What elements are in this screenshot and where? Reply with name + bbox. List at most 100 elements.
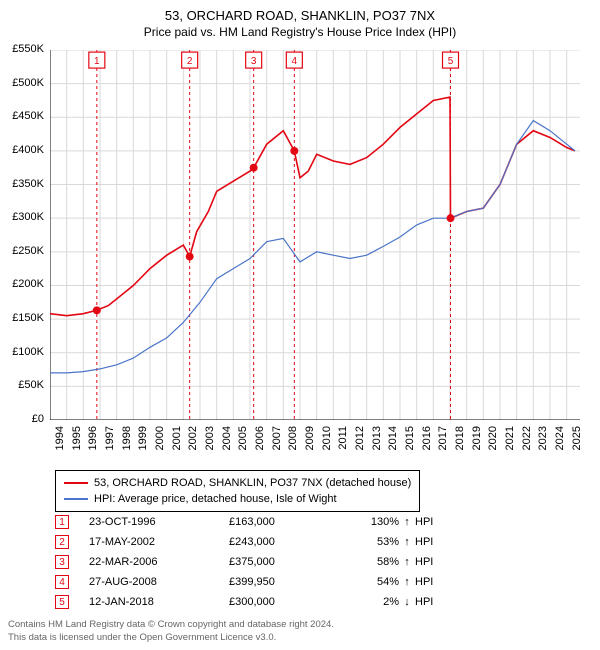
transaction-hpi-label: HPI xyxy=(415,516,455,528)
transaction-price: £300,000 xyxy=(229,596,339,608)
transaction-pct: 54% xyxy=(339,576,399,588)
x-tick-label: 2014 xyxy=(387,426,399,466)
footer-line-2: This data is licensed under the Open Gov… xyxy=(8,632,334,644)
svg-text:1: 1 xyxy=(94,56,100,67)
y-tick-label: £500K xyxy=(0,77,44,89)
chart-area: 12345 £0£50K£100K£150K£200K£250K£300K£35… xyxy=(50,50,580,420)
transaction-price: £243,000 xyxy=(229,536,339,548)
transaction-arrow-icon: ↑ xyxy=(399,556,415,568)
x-tick-label: 2017 xyxy=(437,426,449,466)
y-tick-label: £0 xyxy=(0,413,44,425)
x-tick-label: 2023 xyxy=(537,426,549,466)
transaction-price: £163,000 xyxy=(229,516,339,528)
transaction-hpi-label: HPI xyxy=(415,596,455,608)
transaction-arrow-icon: ↑ xyxy=(399,576,415,588)
x-tick-label: 2002 xyxy=(187,426,199,466)
x-tick-label: 2021 xyxy=(504,426,516,466)
footer: Contains HM Land Registry data © Crown c… xyxy=(8,619,334,644)
legend-label: HPI: Average price, detached house, Isle… xyxy=(94,493,337,505)
x-tick-label: 1995 xyxy=(71,426,83,466)
x-tick-label: 2001 xyxy=(171,426,183,466)
y-tick-label: £350K xyxy=(0,178,44,190)
x-tick-label: 2004 xyxy=(221,426,233,466)
legend-item: 53, ORCHARD ROAD, SHANKLIN, PO37 7NX (de… xyxy=(64,475,411,491)
y-tick-label: £550K xyxy=(0,43,44,55)
y-tick-label: £400K xyxy=(0,144,44,156)
legend-item: HPI: Average price, detached house, Isle… xyxy=(64,491,411,507)
y-axis-labels: £0 £50K £100K £150K £200K £250K £300K £350K £400… xyxy=(2,43,46,427)
transactions-table: 123-OCT-1996£163,000130%↑HPI217-MAY-2002… xyxy=(55,512,455,612)
chart-subtitle: Price paid vs. HM Land Registry's House … xyxy=(0,25,600,39)
x-tick-label: 2018 xyxy=(454,426,466,466)
transaction-row: 427-AUG-2008£399,95054%↑HPI xyxy=(55,572,455,592)
transaction-arrow-icon: ↑ xyxy=(399,516,415,528)
svg-text:2: 2 xyxy=(187,56,193,67)
x-tick-label: 2007 xyxy=(271,426,283,466)
x-tick-label: 1999 xyxy=(137,426,149,466)
x-tick-label: 2015 xyxy=(404,426,416,466)
y-tick-label: £50K xyxy=(0,379,44,391)
footer-line-1: Contains HM Land Registry data © Crown c… xyxy=(8,619,334,631)
chart-svg: 1 2 3 4 5 xyxy=(50,50,580,420)
transaction-marker: 3 xyxy=(55,555,69,569)
transaction-row: 1 23-OCT-1996£163,000130%↑HPI xyxy=(55,512,455,532)
legend-label: 53, ORCHARD ROAD, SHANKLIN, PO37 7NX (de… xyxy=(94,477,411,489)
svg-text:3: 3 xyxy=(251,56,257,67)
svg-text:5: 5 xyxy=(448,56,454,67)
x-axis-labels: 1994 1995 1996 1997 1998 1999 2000 2001 2002 2003… xyxy=(50,422,580,472)
x-tick-label: 2000 xyxy=(154,426,166,466)
x-tick-label: 2025 xyxy=(571,426,583,466)
transaction-marker: 1 xyxy=(55,515,69,529)
chart-title: 53, ORCHARD ROAD, SHANKLIN, PO37 7NX xyxy=(0,8,600,23)
x-tick-label: 2010 xyxy=(321,426,333,466)
transaction-hpi-label: HPI xyxy=(415,556,455,568)
transaction-marker: 5 xyxy=(55,595,69,609)
x-tick-label: 2022 xyxy=(521,426,533,466)
svg-text:4: 4 xyxy=(292,56,298,67)
x-tick-label: 2006 xyxy=(254,426,266,466)
transaction-pct: 130% xyxy=(339,516,399,528)
transaction-price: £375,000 xyxy=(229,556,339,568)
x-tick-label: 2009 xyxy=(304,426,316,466)
transaction-arrow-icon: ↑ xyxy=(399,536,415,548)
transaction-date: 17-MAY-2002 xyxy=(89,536,229,548)
legend-swatch xyxy=(64,498,88,500)
x-tick-label: 2012 xyxy=(354,426,366,466)
x-tick-label: 2013 xyxy=(371,426,383,466)
x-tick-label: 2003 xyxy=(204,426,216,466)
transaction-pct: 53% xyxy=(339,536,399,548)
legend-swatch xyxy=(64,482,88,484)
transaction-pct: 2% xyxy=(339,596,399,608)
chart-container: 53, ORCHARD ROAD, SHANKLIN, PO37 7NX Pri… xyxy=(0,0,600,650)
transaction-marker: 2 xyxy=(55,535,69,549)
y-tick-label: £100K xyxy=(0,346,44,358)
x-tick-label: 2011 xyxy=(337,426,349,466)
transaction-hpi-label: HPI xyxy=(415,576,455,588)
x-tick-label: 2024 xyxy=(554,426,566,466)
x-tick-label: 2019 xyxy=(471,426,483,466)
title-block: 53, ORCHARD ROAD, SHANKLIN, PO37 7NX Pri… xyxy=(0,0,600,39)
transaction-date: 23-OCT-1996 xyxy=(89,516,229,528)
y-tick-label: £150K xyxy=(0,312,44,324)
legend: 53, ORCHARD ROAD, SHANKLIN, PO37 7NX (de… xyxy=(55,470,420,512)
x-tick-label: 1994 xyxy=(54,426,66,466)
transaction-marker: 4 xyxy=(55,575,69,589)
transaction-row: 322-MAR-2006£375,00058%↑HPI xyxy=(55,552,455,572)
x-tick-label: 1997 xyxy=(104,426,116,466)
y-tick-label: £200K xyxy=(0,278,44,290)
transaction-date: 12-JAN-2018 xyxy=(89,596,229,608)
transaction-hpi-label: HPI xyxy=(415,536,455,548)
x-tick-label: 1996 xyxy=(87,426,99,466)
transaction-row: 5 12-JAN-2018£300,0002%↓HPI xyxy=(55,592,455,612)
y-tick-label: £450K xyxy=(0,110,44,122)
transaction-date: 27-AUG-2008 xyxy=(89,576,229,588)
transaction-arrow-icon: ↓ xyxy=(399,596,415,608)
x-tick-label: 2016 xyxy=(421,426,433,466)
y-tick-label: £300K xyxy=(0,211,44,223)
y-tick-label: £250K xyxy=(0,245,44,257)
x-tick-label: 2008 xyxy=(287,426,299,466)
x-tick-label: 2020 xyxy=(487,426,499,466)
transaction-pct: 58% xyxy=(339,556,399,568)
transaction-row: 2 17-MAY-2002£243,00053%↑HPI xyxy=(55,532,455,552)
x-tick-label: 1998 xyxy=(121,426,133,466)
